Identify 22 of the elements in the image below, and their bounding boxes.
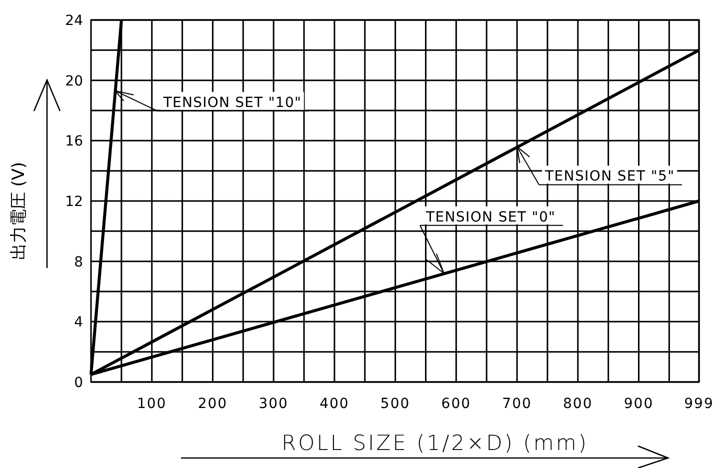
y-tick-label: 4 — [74, 314, 84, 331]
x-tick-label: 800 — [563, 396, 593, 412]
y-tick-label: 24 — [65, 13, 84, 29]
y-tick-label: 16 — [65, 134, 84, 150]
x-tick-label: 900 — [624, 396, 654, 412]
y-tick-label: 8 — [74, 254, 83, 270]
x-tick-label: 999 — [684, 396, 714, 412]
x-axis-title: ROLL SIZE (1/2×D) (mm) — [282, 431, 588, 455]
x-tick-label: 700 — [502, 396, 532, 412]
x-tick-label: 200 — [198, 396, 228, 412]
annotation: TENSION SET "0" — [424, 209, 555, 226]
x-tick-label: 400 — [320, 396, 350, 412]
y-tick-label: 12 — [65, 194, 83, 210]
annotation: TENSION SET "10" — [162, 94, 301, 111]
y-axis-title: 出力電圧 (V) — [9, 162, 29, 260]
y-tick-label: 0 — [74, 375, 83, 391]
x-tick-label: 100 — [136, 396, 167, 412]
annotation: TENSION SET "5" — [544, 168, 674, 185]
x-tick-label: 300 — [258, 396, 288, 412]
y-tick-label: 20 — [65, 73, 83, 90]
x-tick-label: 600 — [441, 396, 472, 412]
x-tick-label: 500 — [380, 396, 410, 412]
